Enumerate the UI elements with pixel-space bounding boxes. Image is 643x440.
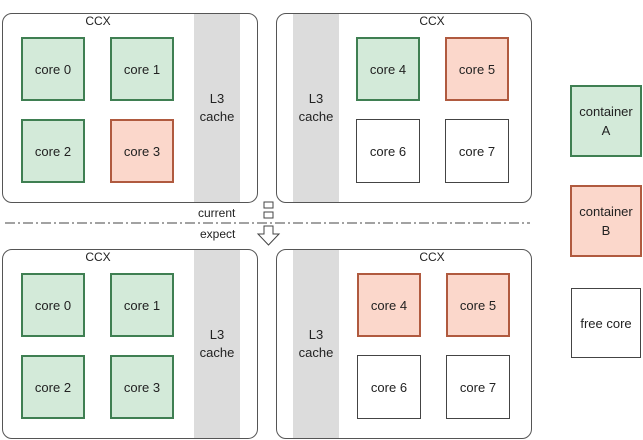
legend-container-a-line1: container bbox=[579, 102, 632, 121]
core-box: core 4 bbox=[357, 273, 421, 337]
core-box: core 5 bbox=[446, 273, 510, 337]
l3-cache-line2: cache bbox=[299, 108, 334, 126]
expect-label: expect bbox=[200, 227, 235, 241]
core-box: core 1 bbox=[110, 37, 174, 101]
l3-cache-line2: cache bbox=[200, 344, 235, 362]
legend-container-a-line2: A bbox=[602, 121, 611, 140]
core-box: core 6 bbox=[357, 355, 421, 419]
core-box: core 5 bbox=[445, 37, 509, 101]
core-box: core 2 bbox=[21, 119, 85, 183]
core-box: core 1 bbox=[110, 273, 174, 337]
l3-cache-line1: L3 bbox=[200, 90, 235, 108]
l3-cache-current-right: L3 cache bbox=[293, 14, 339, 202]
legend-free-core: free core bbox=[571, 288, 641, 358]
core-box: core 7 bbox=[446, 355, 510, 419]
l3-cache-line1: L3 bbox=[299, 326, 334, 344]
core-box: core 0 bbox=[21, 273, 85, 337]
current-label: current bbox=[198, 206, 235, 220]
core-box: core 2 bbox=[21, 355, 85, 419]
l3-cache-expect-left: L3 cache bbox=[194, 250, 240, 438]
legend-container-b-line1: container bbox=[579, 202, 632, 221]
l3-cache-line1: L3 bbox=[200, 326, 235, 344]
core-box: core 3 bbox=[110, 119, 174, 183]
core-box: core 7 bbox=[445, 119, 509, 183]
core-box: core 6 bbox=[356, 119, 420, 183]
down-arrow-icon bbox=[258, 226, 279, 245]
core-box: core 4 bbox=[356, 37, 420, 101]
legend-free-core-label: free core bbox=[580, 314, 631, 333]
arrow-dash-2 bbox=[264, 212, 273, 218]
ccx-label: CCX bbox=[85, 250, 110, 264]
legend-container-b: container B bbox=[570, 185, 642, 257]
l3-cache-line2: cache bbox=[299, 344, 334, 362]
arrow-dash-1 bbox=[264, 202, 273, 208]
l3-cache-line1: L3 bbox=[299, 90, 334, 108]
l3-cache-expect-right: L3 cache bbox=[293, 250, 339, 438]
ccx-label: CCX bbox=[419, 250, 444, 264]
l3-cache-current-left: L3 cache bbox=[194, 14, 240, 202]
ccx-label: CCX bbox=[419, 14, 444, 28]
legend-container-b-line2: B bbox=[602, 221, 611, 240]
l3-cache-line2: cache bbox=[200, 108, 235, 126]
core-box: core 3 bbox=[110, 355, 174, 419]
core-box: core 0 bbox=[21, 37, 85, 101]
ccx-label: CCX bbox=[85, 14, 110, 28]
legend-container-a: container A bbox=[570, 85, 642, 157]
